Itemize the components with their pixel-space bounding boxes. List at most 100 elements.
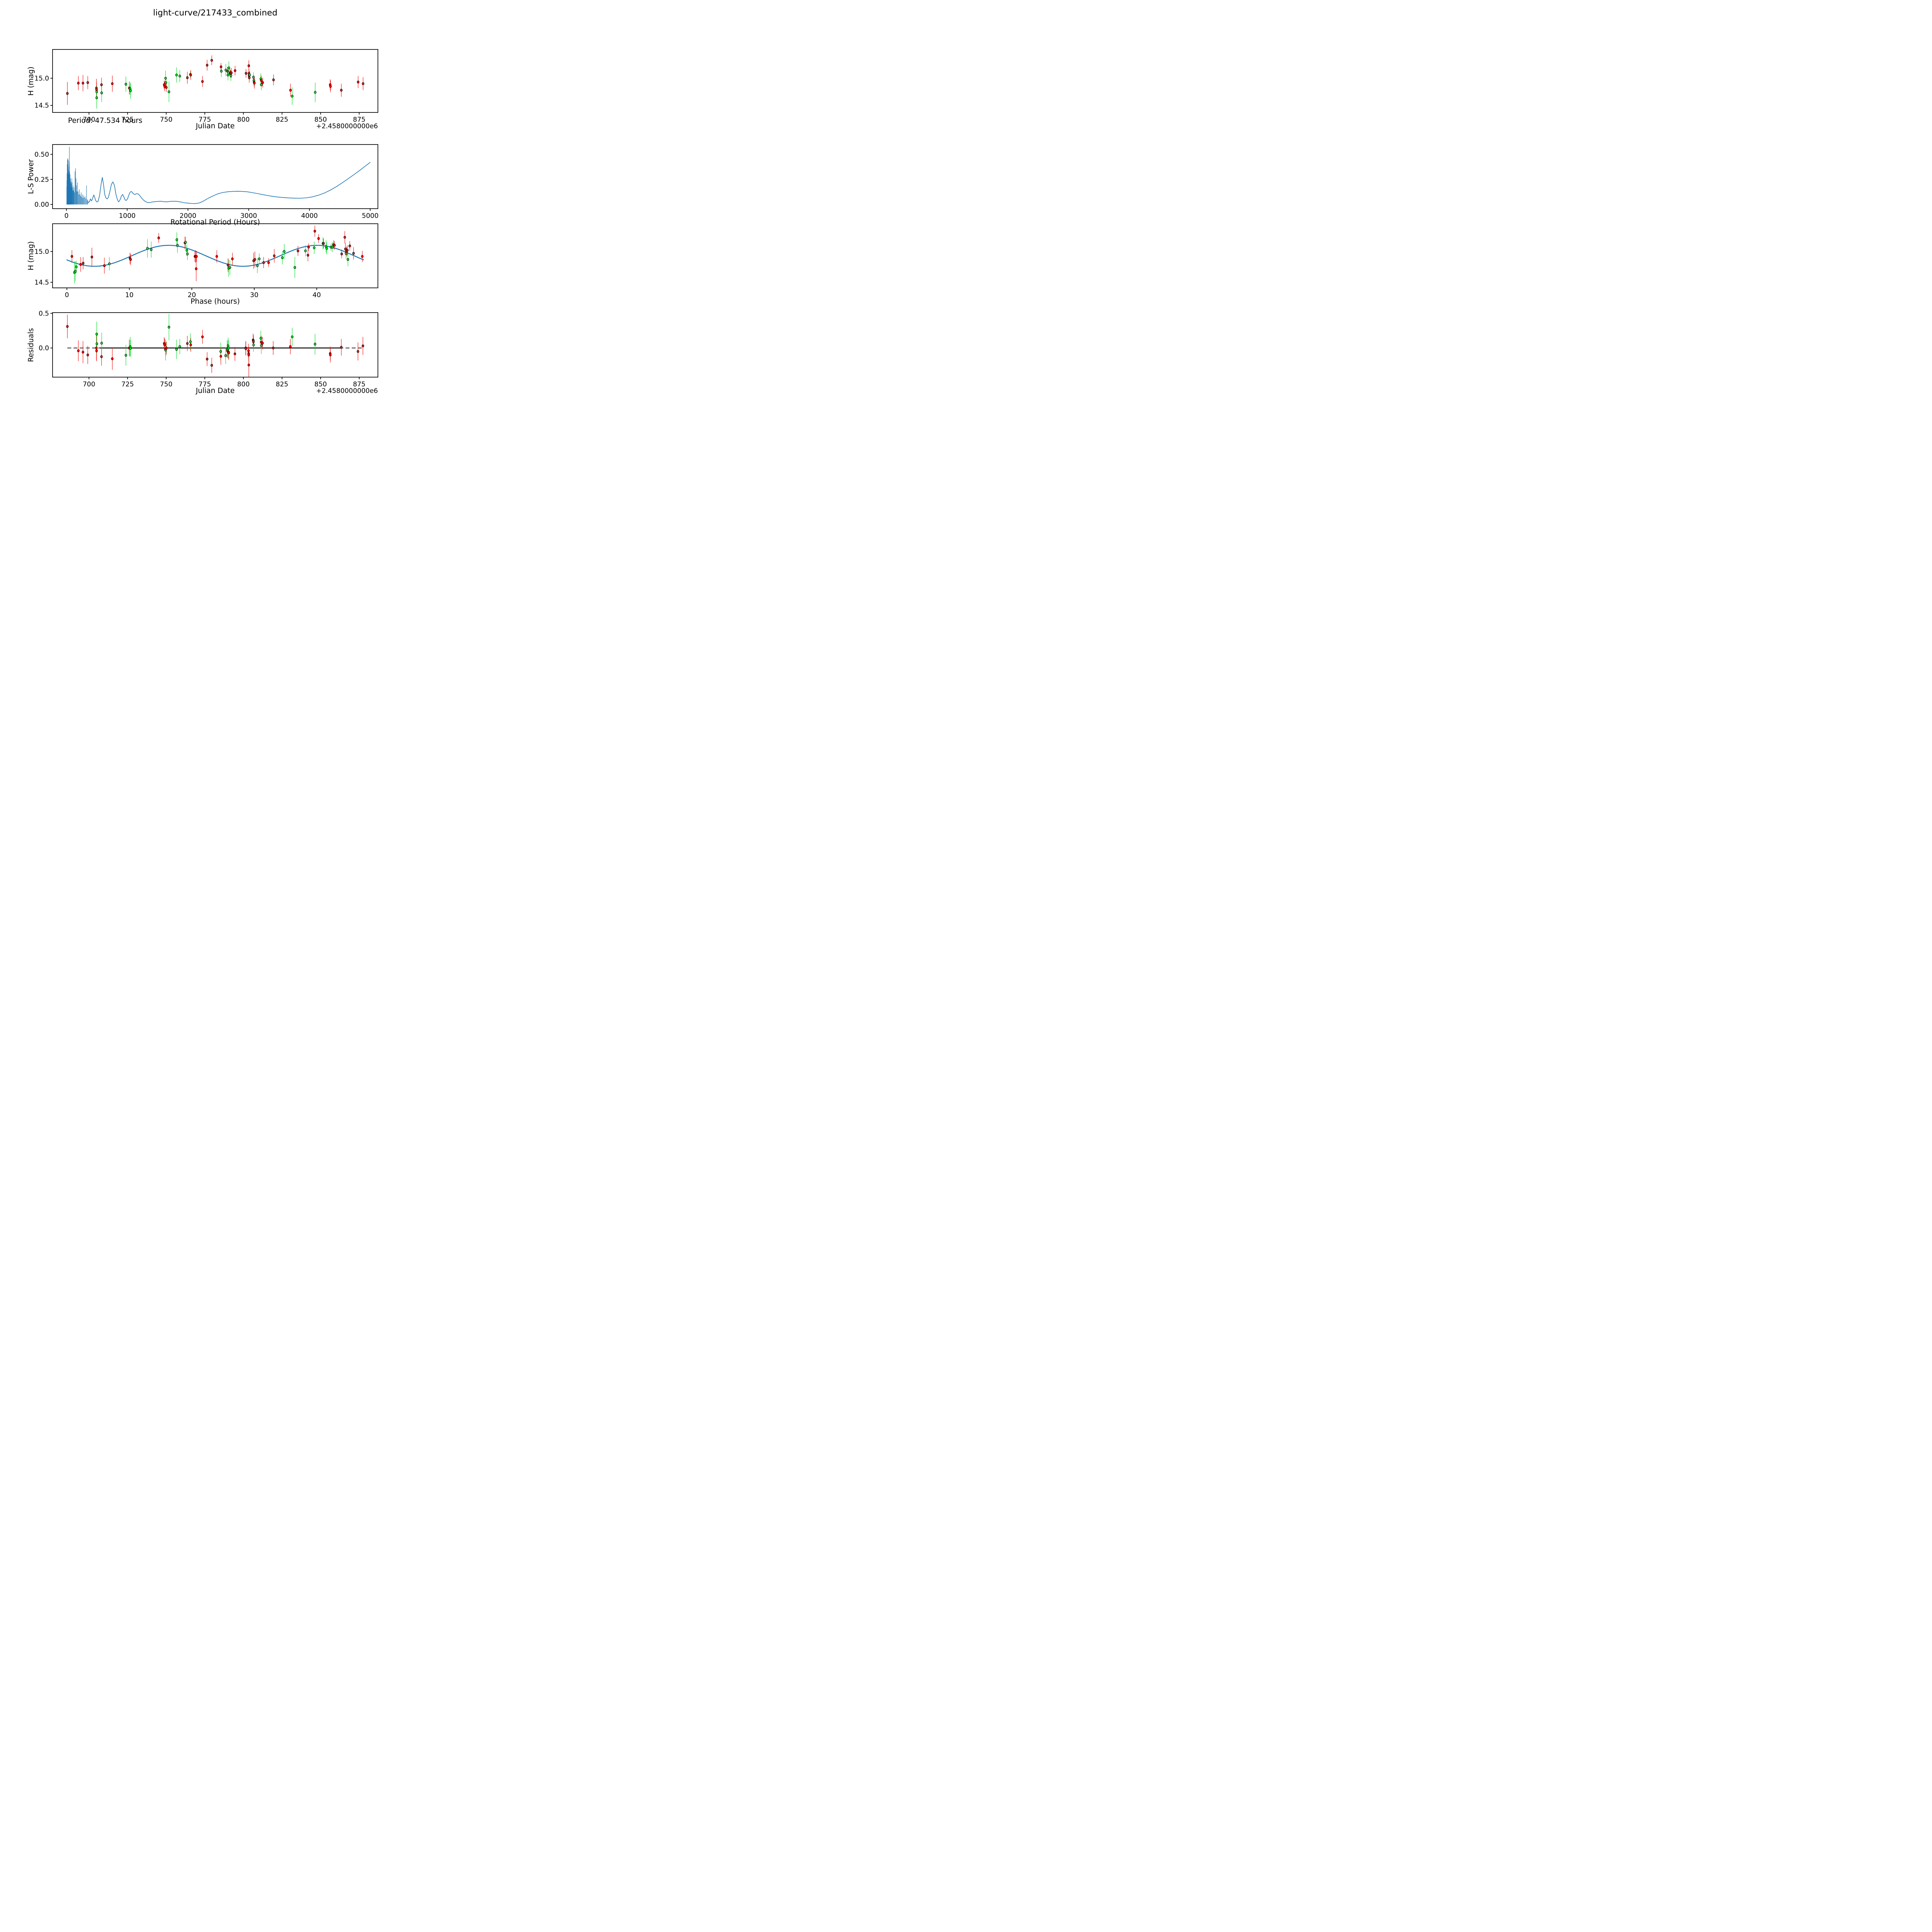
data-point-marker [82, 82, 84, 85]
data-point-marker [195, 267, 197, 270]
data-point-marker [108, 262, 111, 265]
data-point-marker [313, 246, 316, 249]
data-point-marker [253, 258, 256, 261]
data-point-marker [129, 347, 132, 350]
data-point-marker [362, 82, 364, 85]
x-tick-label: 750 [160, 116, 172, 124]
data-point-marker [230, 71, 233, 75]
data-point-marker [82, 262, 85, 265]
x-tick-label: 875 [353, 381, 365, 388]
data-point-marker [306, 253, 310, 257]
data-point-marker [82, 350, 84, 354]
data-point-marker [260, 79, 263, 82]
data-point-marker [124, 83, 127, 86]
panel1-ylabel: H (mag) [27, 66, 35, 95]
data-point-marker [258, 257, 261, 260]
x-tick-label: 750 [160, 381, 172, 388]
panel-frame [52, 223, 378, 288]
data-point-marker [247, 363, 250, 367]
y-tick-label: 0.0 [39, 345, 49, 352]
x-tick-label: 0 [65, 291, 69, 299]
data-point-marker [168, 326, 170, 329]
data-point-marker [66, 92, 69, 95]
x-tick-label: 700 [83, 116, 95, 124]
x-tick-label: 10 [125, 291, 134, 299]
data-point-marker [228, 66, 230, 70]
data-point-marker [129, 258, 132, 261]
data-point-marker [215, 255, 218, 258]
panel-frame [52, 312, 378, 378]
axis-ticks: 700 725 750 775 800 825 850 875 0.0 0.5 [39, 310, 366, 388]
x-tick-label: 20 [188, 291, 196, 299]
data-point-marker [184, 241, 187, 244]
data-point-marker [111, 357, 114, 361]
data-point-marker [95, 90, 98, 94]
data-point-marker [179, 345, 181, 348]
data-point-marker [325, 247, 328, 250]
data-point-marker [347, 258, 349, 261]
data-point-marker [247, 349, 250, 352]
data-point-marker [77, 349, 80, 352]
data-point-marker [231, 257, 234, 260]
data-point-marker [261, 342, 264, 345]
data-point-marker [340, 346, 343, 349]
data-point-marker [186, 76, 189, 79]
data-point-marker [95, 342, 98, 345]
data-point-marker [304, 249, 307, 252]
data-point-marker [283, 250, 286, 253]
data-point-marker [256, 264, 259, 267]
data-point-marker [357, 80, 359, 83]
data-point-marker [281, 256, 284, 259]
data-point-marker [86, 81, 89, 84]
data-point-marker [165, 81, 167, 84]
data-point-marker [100, 342, 103, 345]
data-point-marker [291, 95, 294, 98]
data-point-marker [95, 349, 98, 352]
data-point-marker [129, 89, 132, 92]
data-point-marker [70, 255, 73, 258]
data-point-marker [206, 357, 209, 361]
data-point-marker [75, 265, 78, 269]
data-point-marker [260, 344, 263, 347]
data-point-marker [175, 348, 178, 351]
data-point-marker [362, 344, 364, 347]
data-point-marker [291, 335, 294, 338]
data-point-marker [165, 346, 168, 350]
data-point-marker [111, 82, 114, 85]
panel-phase-lightcurve: 0 10 20 30 40 14.5 15.0 [34, 223, 378, 299]
data-point-marker [331, 246, 334, 249]
data-point-marker [252, 343, 255, 347]
data-point-marker [227, 346, 230, 350]
panel4-xlabel: Julian Date [196, 387, 235, 395]
data-point-marker [146, 247, 149, 250]
data-point-marker [307, 246, 310, 249]
y-tick-label: 14.5 [34, 279, 49, 287]
x-tick-label: 825 [276, 381, 288, 388]
x-tick-label: 3000 [240, 212, 257, 220]
panel1-xlabel: Julian Date [196, 122, 235, 130]
data-point-marker [329, 85, 332, 88]
data-point-marker [273, 254, 276, 257]
data-point-marker [210, 59, 213, 62]
data-point-marker [349, 244, 351, 248]
data-point-marker [210, 364, 213, 367]
x-tick-label: 875 [353, 116, 365, 124]
data-point-marker [186, 342, 189, 345]
y-tick-label: 14.5 [34, 102, 49, 110]
panel-frame [52, 144, 378, 209]
data-point-marker [103, 264, 106, 267]
data-point-marker [186, 252, 189, 255]
x-tick-label: 1000 [119, 212, 136, 220]
data-point-marker [346, 248, 349, 252]
data-point-marker [314, 343, 316, 346]
data-point-marker [226, 264, 230, 267]
data-point-marker [344, 236, 346, 239]
x-tick-label: 850 [315, 116, 327, 124]
y-tick-label: 0.00 [34, 201, 49, 209]
data-point-marker [86, 353, 89, 357]
data-point-marker [163, 343, 166, 347]
data-point-marker [247, 353, 250, 357]
x-tick-label: 775 [199, 116, 211, 124]
data-point-marker [317, 237, 320, 240]
data-point-marker [79, 263, 82, 266]
